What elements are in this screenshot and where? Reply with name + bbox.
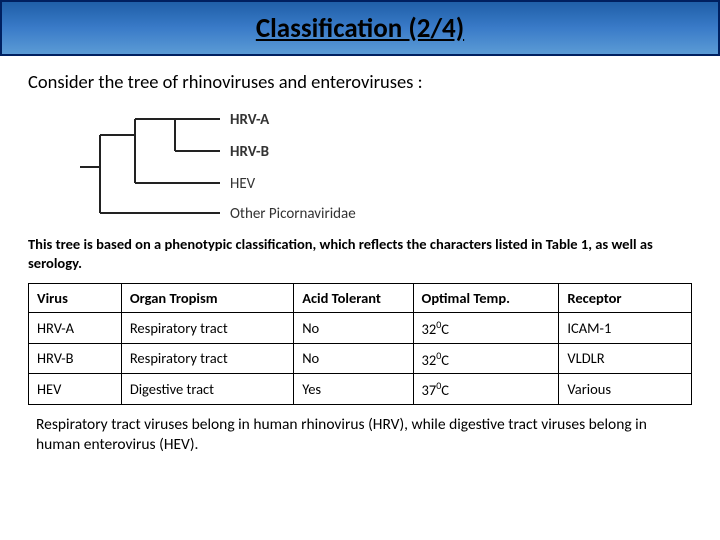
table-cell: No [294, 312, 413, 343]
table-cell: HRV-A [29, 312, 122, 343]
table-cell: Digestive tract [121, 374, 293, 405]
table-cell: No [294, 343, 413, 374]
table-cell: HEV [29, 374, 122, 405]
table-cell: 370C [413, 374, 559, 405]
tree-leaf-3: Other Picornaviridae [230, 205, 356, 223]
table-row: HRV-ARespiratory tractNo320CICAM-1 [29, 312, 692, 343]
tree-leaf-2: HEV [230, 175, 256, 193]
th-acid: Acid Tolerant [294, 283, 413, 312]
table-header-row: Virus Organ Tropism Acid Tolerant Optima… [29, 283, 692, 312]
th-receptor: Receptor [559, 283, 692, 312]
table-cell: HRV-B [29, 343, 122, 374]
intro-text: Consider the tree of rhinoviruses and en… [28, 70, 692, 93]
table-cell: Yes [294, 374, 413, 405]
table-cell: Respiratory tract [121, 343, 293, 374]
content-area: Consider the tree of rhinoviruses and en… [0, 56, 720, 465]
th-virus: Virus [29, 283, 122, 312]
th-tropism: Organ Tropism [121, 283, 293, 312]
virus-table: Virus Organ Tropism Acid Tolerant Optima… [28, 283, 692, 405]
th-temp: Optimal Temp. [413, 283, 559, 312]
table-cell: Respiratory tract [121, 312, 293, 343]
slide-title: Classification (2/4) [256, 12, 464, 45]
tree-leaf-1: HRV-B [230, 143, 269, 161]
table-row: HEVDigestive tractYes370CVarious [29, 374, 692, 405]
tree-leaf-0: HRV-A [230, 111, 270, 129]
title-bar: Classification (2/4) [0, 0, 720, 56]
tree-svg: HRV-A HRV-B HEV Other Picornaviridae [80, 105, 410, 225]
table-cell: Various [559, 374, 692, 405]
footer-text: Respiratory tract viruses belong in huma… [36, 415, 684, 455]
table-cell: 320C [413, 312, 559, 343]
table-row: HRV-BRespiratory tractNo320CVLDLR [29, 343, 692, 374]
phylo-tree: HRV-A HRV-B HEV Other Picornaviridae [80, 105, 692, 225]
table-cell: ICAM-1 [559, 312, 692, 343]
tree-caption: This tree is based on a phenotypic class… [28, 235, 692, 273]
table-cell: VLDLR [559, 343, 692, 374]
table-cell: 320C [413, 343, 559, 374]
table-body: HRV-ARespiratory tractNo320CICAM-1HRV-BR… [29, 312, 692, 404]
